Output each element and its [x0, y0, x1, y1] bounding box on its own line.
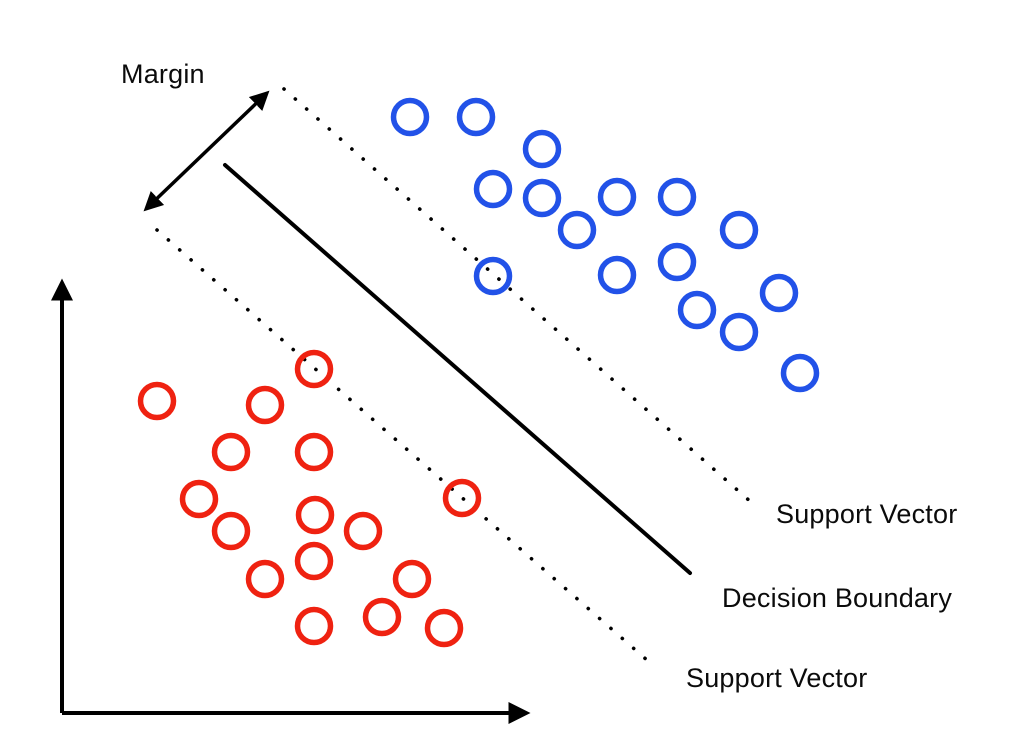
blue-class-point [390, 97, 430, 137]
blue-class-point [597, 255, 637, 295]
red-class-point [392, 559, 432, 599]
blue-class-point [719, 210, 759, 250]
blue-class-point [597, 177, 637, 217]
red-class-point [294, 606, 334, 646]
blue-class-point [522, 178, 562, 218]
blue-class-point [657, 177, 697, 217]
blue-class-point [456, 97, 496, 137]
blue-class-point [657, 242, 697, 282]
red-class-point [442, 478, 482, 518]
red-class-point [294, 349, 334, 389]
red-class-point [211, 511, 251, 551]
decision-boundary-line [223, 163, 692, 575]
blue-class-point [677, 290, 717, 330]
support-vector-line-upper [282, 87, 754, 505]
red-class-point [362, 597, 402, 637]
decision-boundary-label: Decision Boundary [722, 583, 953, 613]
blue-class-point [719, 312, 759, 352]
red-class-point [343, 511, 383, 551]
lines-layer [51, 87, 754, 724]
support-vector-label-lower: Support Vector [686, 663, 868, 693]
margin-arrow [143, 90, 270, 212]
support-vector-label-upper: Support Vector [776, 499, 958, 529]
red-class-point [245, 559, 285, 599]
blue-class-point [557, 210, 597, 250]
blue-class-point [759, 273, 799, 313]
blue-class-point [780, 353, 820, 393]
blue-class-point [522, 129, 562, 169]
red-class-point [424, 608, 464, 648]
red-class-point [294, 541, 334, 581]
margin-label: Margin [121, 59, 205, 89]
red-class-point [137, 381, 177, 421]
red-class-point [294, 432, 334, 472]
red-class-point [211, 432, 251, 472]
red-class-point [295, 495, 335, 535]
support-vector-line-lower [155, 228, 650, 663]
red-class-point [245, 385, 285, 425]
blue-class-point [473, 256, 513, 296]
red-class-point [179, 479, 219, 519]
blue-class-point [473, 169, 513, 209]
data-points-layer [137, 97, 820, 648]
